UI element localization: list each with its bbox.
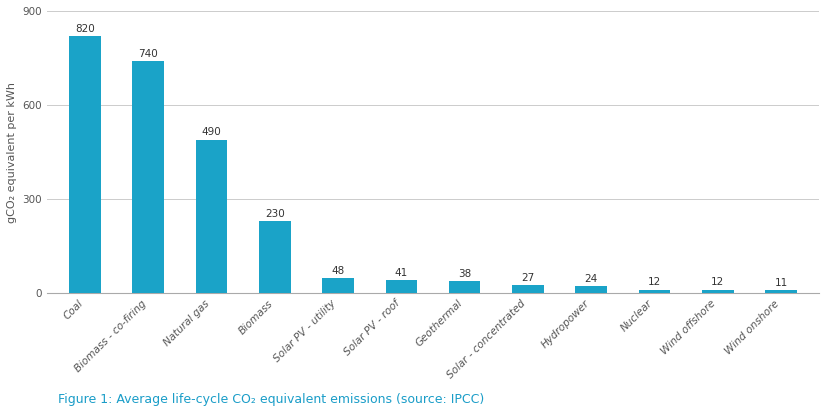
Text: 27: 27 [521,273,534,283]
Bar [576,286,607,293]
Bar [638,290,671,293]
Bar [512,285,544,293]
Bar [702,290,733,293]
Bar [259,221,291,293]
Text: 48: 48 [331,266,344,276]
Y-axis label: gCO₂ equivalent per kWh: gCO₂ equivalent per kWh [7,82,17,222]
Text: 740: 740 [139,49,158,59]
Text: Figure 1: Average life-cycle CO₂ equivalent emissions (source: IPCC): Figure 1: Average life-cycle CO₂ equival… [58,393,484,406]
Text: 230: 230 [265,209,285,219]
Text: 41: 41 [395,268,408,278]
Text: 820: 820 [75,24,95,34]
Bar [196,140,227,293]
Text: 38: 38 [458,269,472,279]
Text: 24: 24 [585,274,598,283]
Bar [449,281,481,293]
Bar [69,36,101,293]
Text: 490: 490 [202,127,221,138]
Bar [386,281,417,293]
Text: 11: 11 [775,278,788,288]
Text: 12: 12 [711,277,724,288]
Bar [765,290,797,293]
Bar [322,278,354,293]
Bar [132,61,164,293]
Text: 12: 12 [648,277,661,288]
